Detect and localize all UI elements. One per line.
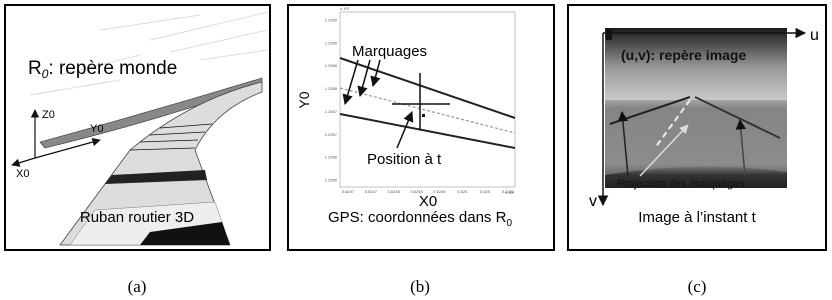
title-subscript: 0 <box>506 218 512 229</box>
y-tick-label: 1.2057 <box>325 109 338 114</box>
panel-b: 1.2059 1.2059 1.2058 1.2058 1.2057 1.2057 1.20… <box>288 5 554 250</box>
origin-marker <box>606 30 612 40</box>
y-tick-label: 1.2056 <box>325 155 338 160</box>
frame-label: (u,v): repère image <box>621 47 746 63</box>
axis-label-x: X0 <box>16 168 29 180</box>
x-tick-label: 5.6248 <box>388 189 401 194</box>
y-tick-label: 1.2059 <box>325 40 338 45</box>
x-axis-label: X0 <box>419 193 437 210</box>
panel-a: Z0 Y0 X0 R0: repère monde Ruban routier … <box>5 5 270 250</box>
frame-label: R0: repère monde <box>28 58 177 81</box>
x-tick-label: 5.625 <box>457 189 468 194</box>
y-tick-label: 1.2057 <box>325 132 338 137</box>
caption: (c) <box>688 277 707 296</box>
y-tick-label: 1.2058 <box>325 63 338 68</box>
annotation: Projection des marquages <box>617 178 745 190</box>
y-axis-label: Y0 <box>296 91 312 108</box>
frame-symbol: R <box>28 58 42 79</box>
panel-c: u v (u,v): repère image Projection des m… <box>568 5 826 250</box>
x-tick-label: 5.6247 <box>342 189 355 194</box>
position-point <box>422 114 425 117</box>
panel-title: Ruban routier 3D <box>80 209 194 226</box>
caption: (b) <box>410 277 430 296</box>
frame-text: : repère monde <box>48 58 177 79</box>
panel-title: Image à l’instant t <box>638 209 756 226</box>
x-tick-label: 5.6247 <box>365 189 378 194</box>
axis-label-v: v <box>589 193 597 210</box>
annotation: Position à t <box>367 151 442 168</box>
axis-label-y: Y0 <box>90 123 103 135</box>
axis-label-z: Z0 <box>42 109 55 121</box>
y-exponent: x 10⁶ <box>340 6 350 11</box>
title-text: GPS: coordonnées dans R <box>328 209 507 226</box>
y-tick-label: 1.2059 <box>325 18 338 23</box>
x-tick-label: 5.625 <box>480 189 491 194</box>
y-tick-label: 1.2055 <box>325 178 338 183</box>
caption: (a) <box>128 277 147 296</box>
annotation: Marquages <box>352 43 427 60</box>
road-surface <box>605 100 787 175</box>
figure: Z0 Y0 X0 R0: repère monde Ruban routier … <box>0 0 832 300</box>
axis-label-u: u <box>810 27 819 44</box>
y-tick-label: 1.2058 <box>325 86 338 91</box>
frame-label-text: (u,v): repère image <box>621 47 746 63</box>
x-exponent: x 10⁶ <box>505 190 515 195</box>
